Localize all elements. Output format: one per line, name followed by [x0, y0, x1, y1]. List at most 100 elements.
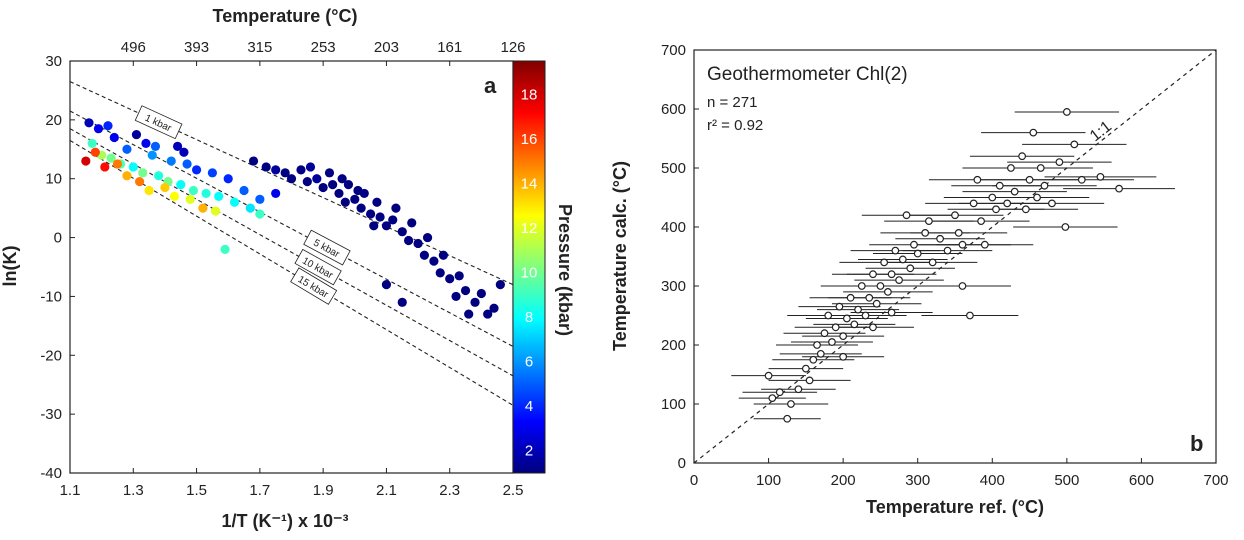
data-point-a — [372, 197, 382, 207]
top-tick-label-a: 393 — [184, 39, 209, 56]
data-point-a — [495, 280, 505, 290]
one-to-one-line — [693, 49, 1217, 464]
isobar-label-frame — [294, 248, 342, 286]
data-point-a — [122, 144, 132, 154]
data-point-a — [223, 174, 233, 184]
y-axis-ticks-a: 30 20 10 0 -10 -20 -30 -40 — [40, 53, 75, 482]
y-tick-label-a: 10 — [45, 171, 62, 188]
data-point-b — [794, 385, 803, 394]
data-point-a — [271, 165, 281, 175]
y-axis-title-b: Temperature calc. (°C) — [610, 161, 630, 351]
pressure-points — [81, 118, 505, 319]
stat-n: n = 271 — [707, 94, 757, 111]
data-point-a — [328, 180, 338, 190]
y-tick-label-b: 600 — [661, 101, 686, 118]
data-point-a — [220, 244, 230, 254]
data-point-b — [988, 193, 997, 202]
y-tick-label-a: 0 — [54, 230, 62, 247]
data-point-a — [131, 129, 142, 140]
isobar-line — [69, 139, 514, 406]
chart-b-title: Geothermometer Chl(2) — [707, 64, 908, 85]
data-point-a — [160, 182, 170, 193]
data-point-b — [787, 400, 795, 408]
y-tick-label-b: 500 — [661, 160, 686, 177]
data-point-b — [1070, 140, 1079, 149]
data-point-a — [470, 297, 480, 307]
data-point-a — [135, 177, 145, 187]
data-point-b — [768, 394, 777, 403]
data-point-a — [340, 197, 350, 207]
data-point-b — [1003, 199, 1012, 208]
data-point-a — [353, 185, 363, 196]
data-point-b — [891, 246, 900, 255]
data-point-b — [850, 320, 859, 329]
y-tick-label-a: -10 — [40, 288, 62, 305]
data-point-b — [1062, 108, 1071, 116]
data-point-a — [191, 165, 202, 175]
y-axis-ticks-b: 0 100 200 300 400 500 600 700 — [661, 42, 699, 472]
y-tick-label-b: 0 — [678, 455, 686, 472]
data-point-a — [375, 212, 385, 222]
data-point-a — [255, 194, 265, 204]
data-point-a — [112, 159, 123, 169]
data-point-a — [182, 159, 192, 169]
data-point-a — [460, 285, 471, 296]
data-point-a — [483, 309, 493, 319]
y-tick-label-b: 400 — [661, 219, 686, 236]
y-axis-title-a: ln(K) — [0, 246, 20, 287]
isobar-label-frame — [134, 105, 183, 140]
data-point-b — [910, 240, 918, 249]
x-tick-label-b: 500 — [1054, 472, 1079, 489]
data-point-b — [902, 211, 911, 220]
colorbar-tick-label: 12 — [521, 220, 538, 237]
data-point-b — [1025, 175, 1034, 184]
data-point-a — [343, 180, 354, 190]
data-point-a — [214, 191, 224, 201]
data-point-b — [921, 228, 930, 237]
data-point-b — [1115, 184, 1123, 193]
data-point-a — [388, 215, 398, 225]
x-tick-label-b: 100 — [756, 472, 781, 489]
data-point-a — [369, 221, 379, 231]
top-tick-label-a: 203 — [374, 39, 399, 56]
data-point-a — [280, 168, 290, 178]
data-point-a — [100, 162, 110, 172]
data-point-a — [312, 174, 322, 184]
data-point-b — [876, 282, 885, 290]
data-point-a — [169, 191, 180, 201]
data-point-a — [81, 156, 91, 166]
data-point-a — [185, 194, 195, 204]
x-tick-label-a: 2.1 — [376, 482, 397, 499]
data-point-a — [188, 185, 199, 196]
one-to-one-label: 1:1 — [1087, 118, 1115, 145]
data-point-b — [831, 323, 840, 332]
x-tick-label-b: 600 — [1129, 472, 1154, 489]
data-point-a — [198, 203, 208, 213]
top-tick-label-a: 315 — [247, 39, 272, 56]
data-point-a — [397, 227, 407, 237]
data-point-a — [445, 274, 455, 284]
isobar-label-frame — [303, 229, 351, 266]
data-point-a — [438, 250, 448, 260]
data-point-a — [464, 309, 474, 319]
data-point-b — [898, 255, 907, 264]
data-point-a — [87, 138, 97, 148]
data-point-b — [887, 270, 896, 279]
data-point-b — [775, 388, 784, 397]
y-tick-label-a: 30 — [45, 53, 62, 70]
data-point-b — [809, 355, 818, 364]
data-point-b — [828, 338, 836, 346]
data-point-b — [1077, 175, 1086, 184]
data-point-b — [1055, 158, 1064, 167]
data-point-b — [883, 288, 892, 296]
x-axis-title-b: Temperature ref. (°C) — [866, 497, 1044, 517]
data-point-b — [816, 349, 825, 358]
data-point-b — [958, 282, 967, 290]
data-point-b — [995, 181, 1004, 190]
data-point-b — [880, 258, 889, 267]
data-point-a — [106, 153, 116, 163]
data-point-a — [144, 185, 154, 196]
colorbar-tick-label: 2 — [525, 443, 533, 460]
data-point-a — [229, 197, 240, 207]
